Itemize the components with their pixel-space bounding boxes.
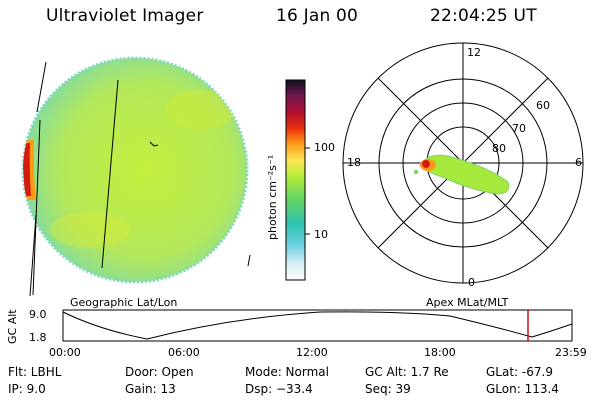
timeline-x-tick-3: 18:00	[424, 346, 456, 359]
date-label: 16 Jan 00	[276, 6, 359, 26]
lat-label-80: 80	[492, 142, 506, 155]
right-projection-label: Apex MLat/MLT	[426, 296, 509, 309]
timeline-y-tick-low: 1.8	[29, 331, 47, 344]
mlt-label-0: 0	[468, 276, 475, 289]
app-title: Ultraviolet Imager	[46, 6, 204, 26]
status-gain: Gain: 13	[125, 382, 176, 396]
timeline-y-title: GC Alt	[6, 309, 19, 344]
status-seq: Seq: 39	[365, 382, 411, 396]
timeline-x-tick-2: 12:00	[296, 346, 328, 359]
status-dsp: Dsp: −33.4	[245, 382, 313, 396]
status-glat: GLat: -67.9	[486, 365, 553, 379]
auroral-oval	[414, 154, 510, 195]
timeline-plot	[62, 309, 573, 342]
colorbar-tick-10: 10	[314, 228, 328, 241]
status-ip: IP: 9.0	[8, 382, 46, 396]
mlt-label-18: 18	[347, 156, 361, 169]
colorbar	[285, 79, 310, 281]
timeline-x-tick-0: 00:00	[49, 346, 81, 359]
mlt-label-12: 12	[467, 46, 481, 59]
time-label: 22:04:25 UT	[430, 6, 537, 26]
status-filter: Flt: LBHL	[8, 365, 62, 379]
timeline-x-tick-1: 06:00	[168, 346, 200, 359]
status-gc-alt: GC Alt: 1.7 Re	[365, 365, 449, 379]
colorbar-tick-100: 100	[314, 141, 335, 154]
colorbar-axis-label: photon cm⁻²s⁻¹	[266, 154, 279, 240]
lat-label-70: 70	[512, 122, 526, 135]
timeline-y-tick-high: 9.0	[29, 308, 47, 321]
polar-plot	[342, 42, 584, 284]
left-projection-label: Geographic Lat/Lon	[70, 296, 178, 309]
mlt-label-6: 6	[575, 156, 582, 169]
status-door: Door: Open	[125, 365, 194, 379]
status-mode: Mode: Normal	[245, 365, 329, 379]
lat-label-60: 60	[536, 99, 550, 112]
earth-disk	[21, 56, 249, 284]
grid-lines	[29, 61, 251, 297]
status-glon: GLon: 113.4	[486, 382, 559, 396]
timeline-x-tick-4: 23:59	[555, 346, 587, 359]
